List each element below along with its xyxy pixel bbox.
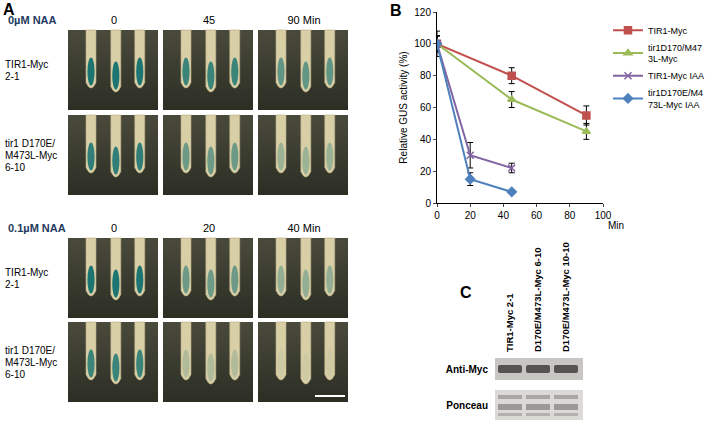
svg-text:100: 100	[414, 38, 431, 49]
svg-text:tir1D170/M473L-Myc: tir1D170/M473L-Myc	[648, 43, 702, 65]
svg-text:0: 0	[111, 14, 117, 26]
svg-text:60: 60	[420, 102, 432, 113]
svg-text:Anti-Myc: Anti-Myc	[446, 364, 489, 375]
svg-text:40: 40	[498, 210, 510, 221]
svg-text:20: 20	[203, 222, 215, 234]
svg-text:2-1: 2-1	[5, 279, 20, 290]
svg-text:45: 45	[203, 14, 215, 26]
svg-text:tir1D170E/M473L-Myc IAA: tir1D170E/M473L-Myc IAA	[648, 88, 703, 110]
svg-text:0µM NAA: 0µM NAA	[8, 14, 57, 26]
svg-text:60: 60	[531, 210, 543, 221]
svg-text:80: 80	[564, 210, 576, 221]
svg-text:D170E/M473L-Myc 6-10: D170E/M473L-Myc 6-10	[532, 247, 543, 352]
svg-text:6-10: 6-10	[5, 369, 25, 380]
svg-text:0: 0	[425, 198, 431, 209]
svg-text:TIR1-Myc IAA: TIR1-Myc IAA	[648, 71, 704, 81]
svg-text:tir1 D170E/: tir1 D170E/	[5, 138, 55, 149]
svg-text:2-1: 2-1	[5, 71, 20, 82]
svg-text:0: 0	[111, 222, 117, 234]
svg-text:TIR1-Myc: TIR1-Myc	[5, 267, 48, 278]
svg-text:D170E/M473L-Myc 10-10: D170E/M473L-Myc 10-10	[560, 242, 571, 352]
svg-text:C: C	[460, 284, 472, 301]
svg-text:TIR1-Myc: TIR1-Myc	[5, 59, 48, 70]
svg-text:20: 20	[465, 210, 477, 221]
svg-text:80: 80	[420, 70, 432, 81]
svg-text:TIR1-Myc 2-1: TIR1-Myc 2-1	[504, 293, 515, 352]
svg-text:A: A	[3, 1, 15, 18]
svg-text:Ponceau: Ponceau	[446, 400, 488, 411]
svg-text:90 Min: 90 Min	[287, 14, 320, 26]
svg-text:TIR1-Myc: TIR1-Myc	[648, 26, 687, 36]
svg-text:40 Min: 40 Min	[287, 222, 320, 234]
svg-text:40: 40	[420, 134, 432, 145]
svg-text:100: 100	[595, 210, 612, 221]
svg-text:Min: Min	[608, 220, 624, 231]
svg-text:6-10: 6-10	[5, 162, 25, 173]
svg-text:M473L-Myc: M473L-Myc	[5, 150, 57, 161]
svg-text:Relative GUS activity (%): Relative GUS activity (%)	[398, 51, 409, 163]
svg-text:0: 0	[434, 210, 440, 221]
svg-text:120: 120	[414, 7, 431, 18]
svg-text:0.1µM NAA: 0.1µM NAA	[8, 222, 66, 234]
html-text:B: B	[390, 2, 402, 19]
svg-text:M473L-Myc: M473L-Myc	[5, 357, 57, 368]
svg-text:tir1 D170E/: tir1 D170E/	[5, 345, 55, 356]
svg-text:20: 20	[420, 166, 432, 177]
